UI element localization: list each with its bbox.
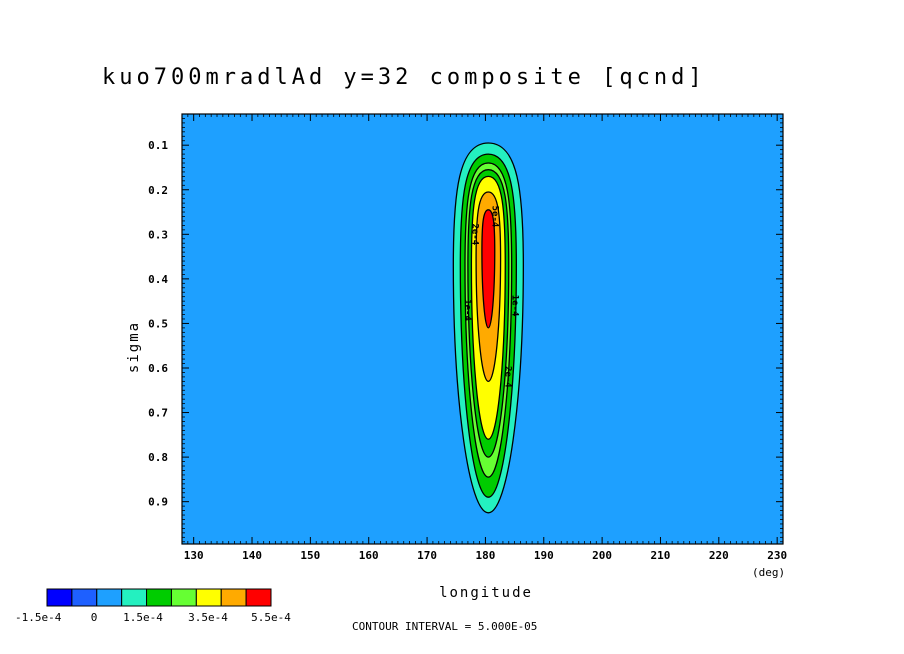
x-tick-label: 130 xyxy=(184,549,204,562)
colorbar-swatch xyxy=(245,588,272,607)
colorbar-label: 5.5e-4 xyxy=(251,611,291,624)
contour-label: 5e-4 xyxy=(489,206,499,228)
chart-title: kuo700mradlAd y=32 composite [qcnd] xyxy=(102,65,706,90)
contour-label: 2e-4 xyxy=(502,366,512,388)
contour-line-1 xyxy=(452,142,524,514)
contour-interval-text: CONTOUR INTERVAL = 5.000E-05 xyxy=(352,620,537,633)
plot-area: 1e-4 1e-4 2e-4 2e-4 5e-4 xyxy=(181,113,784,545)
y-tick-label: 0.7 xyxy=(148,407,168,420)
colorbar-swatch xyxy=(46,588,73,607)
contour-line-3 xyxy=(464,162,513,478)
x-axis-label: longitude xyxy=(439,585,533,601)
x-tick-label: 180 xyxy=(475,549,495,562)
y-tick-label: 0.8 xyxy=(148,451,168,464)
y-axis: 0.1 0.2 0.3 0.4 0.5 0.6 0.7 0.8 0.9 xyxy=(148,118,783,543)
colorbar-swatch xyxy=(220,588,247,607)
colorbar-swatch xyxy=(146,588,172,607)
contour-line-4 xyxy=(467,169,510,458)
colorbar-label: 0 xyxy=(91,611,98,624)
y-axis-label: sigma xyxy=(126,321,142,373)
y-tick-label: 0.1 xyxy=(148,139,168,152)
x-tick-label: 150 xyxy=(300,549,320,562)
x-tick-label: 170 xyxy=(417,549,437,562)
colorbar-label: 1.5e-4 xyxy=(123,611,163,624)
contour-label: 2e-4 xyxy=(470,223,480,245)
x-axis-unit: (deg) xyxy=(752,566,785,579)
contour-labels: 1e-4 1e-4 2e-4 2e-4 5e-4 xyxy=(462,206,519,389)
colorbar-swatch xyxy=(170,588,197,607)
colorbar-swatch xyxy=(71,588,98,607)
x-tick-label: 200 xyxy=(592,549,612,562)
contour-label: 1e-4 xyxy=(509,295,519,317)
colorbar-swatch xyxy=(121,588,148,607)
plot-frame xyxy=(181,113,784,545)
contour-line-6 xyxy=(475,191,502,383)
x-tick-label: 210 xyxy=(651,549,671,562)
contour-lines xyxy=(452,142,524,514)
colorbar-label: 3.5e-4 xyxy=(188,611,228,624)
y-tick-label: 0.3 xyxy=(148,228,168,241)
contour-level-7 xyxy=(481,209,495,328)
colorbar-swatch xyxy=(195,588,222,607)
colorbar-swatch xyxy=(96,588,123,607)
x-tick-label: 140 xyxy=(242,549,262,562)
y-tick-label: 0.5 xyxy=(148,317,168,330)
x-tick-label: 190 xyxy=(534,549,554,562)
y-tick-label: 0.4 xyxy=(148,273,168,286)
x-tick-label: 230 xyxy=(767,549,787,562)
y-tick-label: 0.6 xyxy=(148,362,168,375)
contour-line-2 xyxy=(459,153,517,498)
contour-line-5 xyxy=(470,175,506,440)
y-tick-label: 0.9 xyxy=(148,496,168,509)
contour-label: 1e-4 xyxy=(462,299,472,321)
y-tick-label: 0.2 xyxy=(148,184,168,197)
x-axis: 130 140 150 160 170 180 190 200 210 220 230 xyxy=(181,114,787,562)
contour-line-7 xyxy=(481,209,496,329)
colorbar-label: -1.5e-4 xyxy=(15,611,62,624)
colorbar: -1.5e-4 0 1.5e-4 3.5e-4 5.5e-4 xyxy=(15,588,291,624)
x-tick-label: 220 xyxy=(709,549,729,562)
x-tick-label: 160 xyxy=(359,549,379,562)
